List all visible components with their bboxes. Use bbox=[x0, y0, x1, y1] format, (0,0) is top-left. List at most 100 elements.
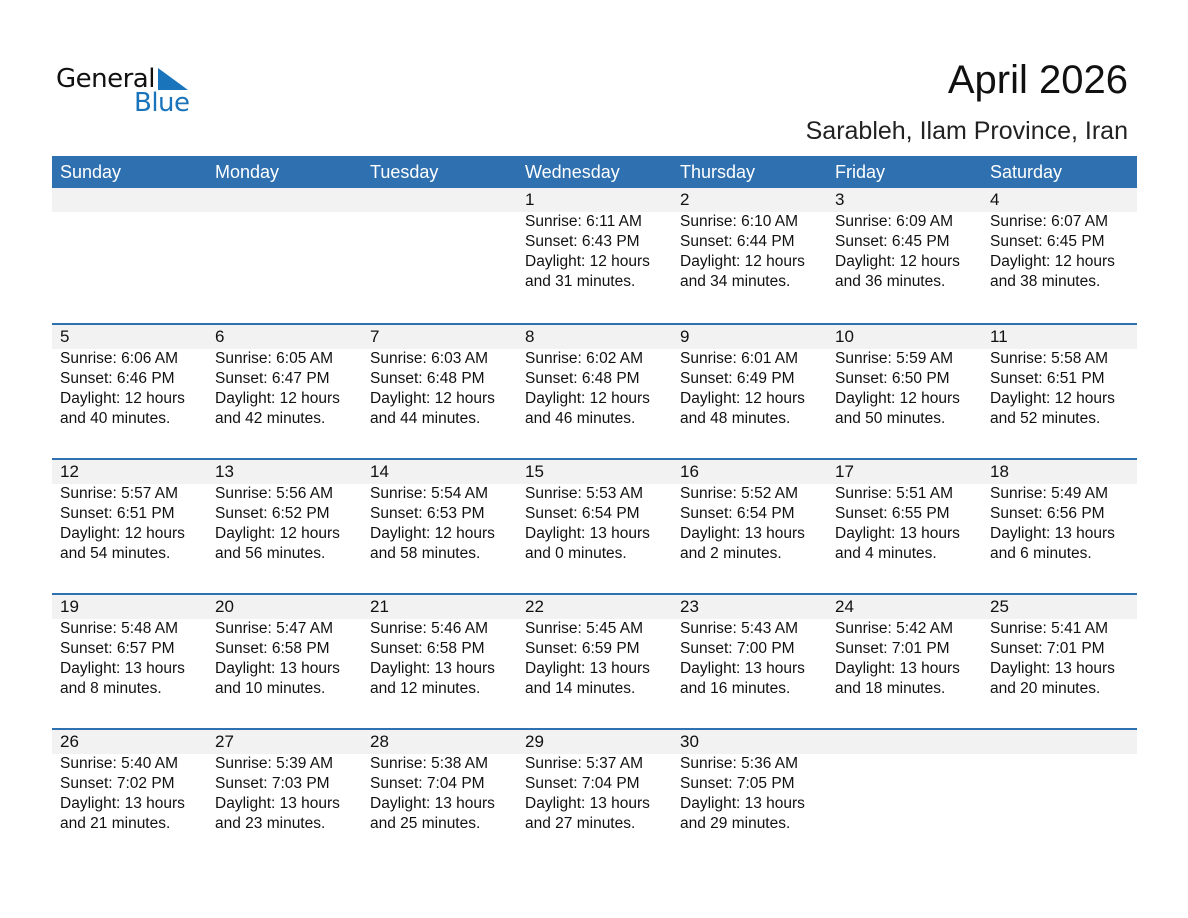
daylight-minutes-text: and 56 minutes. bbox=[215, 545, 326, 562]
sunrise-text: Sunrise: 6:06 AM bbox=[60, 350, 179, 367]
day-number: 10 bbox=[835, 327, 854, 346]
empty-cell bbox=[52, 188, 207, 292]
sunset-text: Sunset: 6:53 PM bbox=[370, 505, 485, 522]
day-number-strip bbox=[52, 460, 1137, 484]
logo-word-general: General bbox=[56, 64, 155, 94]
sunrise-text: Sunrise: 5:58 AM bbox=[990, 350, 1109, 367]
day-number: 5 bbox=[60, 327, 70, 346]
day-cell: 16 Sunrise: 5:52 AM Sunset: 6:54 PM Dayligh… bbox=[672, 460, 827, 564]
day-cell: 30 Sunrise: 5:36 AM Sunset: 7:05 PM Dayligh… bbox=[672, 730, 827, 834]
daylight-text: Daylight: 13 hours bbox=[835, 525, 960, 542]
day-number: 23 bbox=[680, 597, 699, 616]
day-number: 16 bbox=[680, 462, 699, 481]
daylight-text: Daylight: 12 hours bbox=[215, 390, 340, 407]
sunrise-text: Sunrise: 5:37 AM bbox=[525, 755, 644, 772]
day-number: 30 bbox=[680, 732, 699, 751]
day-cell: 3 Sunrise: 6:09 AM Sunset: 6:45 PM Daylight… bbox=[827, 188, 982, 292]
daylight-text: Daylight: 13 hours bbox=[990, 660, 1115, 677]
day-number: 28 bbox=[370, 732, 389, 751]
sunrise-text: Sunrise: 5:56 AM bbox=[215, 485, 334, 502]
empty-cell bbox=[982, 730, 1137, 834]
daylight-minutes-text: and 34 minutes. bbox=[680, 273, 791, 290]
empty-cell bbox=[827, 730, 982, 834]
day-cell: 14 Sunrise: 5:54 AM Sunset: 6:53 PM Dayligh… bbox=[362, 460, 517, 564]
calendar: Sunday Monday Tuesday Wednesday Thursday Frid… bbox=[52, 156, 1137, 863]
day-number-strip bbox=[52, 325, 1137, 349]
day-cell: 5 Sunrise: 6:06 AM Sunset: 6:46 PM Daylight… bbox=[52, 325, 207, 429]
sunrise-text: Sunrise: 5:49 AM bbox=[990, 485, 1109, 502]
sunrise-text: Sunrise: 5:38 AM bbox=[370, 755, 489, 772]
day-cell: 15 Sunrise: 5:53 AM Sunset: 6:54 PM Dayligh… bbox=[517, 460, 672, 564]
daylight-text: Daylight: 12 hours bbox=[990, 390, 1115, 407]
day-number: 22 bbox=[525, 597, 544, 616]
sunrise-text: Sunrise: 5:40 AM bbox=[60, 755, 179, 772]
daylight-text: Daylight: 12 hours bbox=[680, 390, 805, 407]
weekday-monday: Monday bbox=[215, 162, 280, 182]
sunset-text: Sunset: 6:56 PM bbox=[990, 505, 1105, 522]
day-cell: 21 Sunrise: 5:46 AM Sunset: 6:58 PM Dayligh… bbox=[362, 595, 517, 699]
daylight-text: Daylight: 12 hours bbox=[990, 253, 1115, 270]
sunset-text: Sunset: 6:48 PM bbox=[525, 370, 640, 387]
daylight-text: Daylight: 12 hours bbox=[215, 525, 340, 542]
sunset-text: Sunset: 6:54 PM bbox=[525, 505, 640, 522]
sunrise-text: Sunrise: 6:05 AM bbox=[215, 350, 334, 367]
sunset-text: Sunset: 6:45 PM bbox=[990, 233, 1105, 250]
daylight-text: Daylight: 13 hours bbox=[370, 795, 495, 812]
day-number: 7 bbox=[370, 327, 380, 346]
daylight-minutes-text: and 31 minutes. bbox=[525, 273, 636, 290]
sunset-text: Sunset: 6:45 PM bbox=[835, 233, 950, 250]
day-cell: 13 Sunrise: 5:56 AM Sunset: 6:52 PM Dayligh… bbox=[207, 460, 362, 564]
sunrise-text: Sunrise: 6:02 AM bbox=[525, 350, 644, 367]
day-number-strip bbox=[52, 730, 1137, 754]
daylight-minutes-text: and 6 minutes. bbox=[990, 545, 1092, 562]
day-cell: 22 Sunrise: 5:45 AM Sunset: 6:59 PM Dayligh… bbox=[517, 595, 672, 699]
day-number: 9 bbox=[680, 327, 690, 346]
daylight-text: Daylight: 13 hours bbox=[835, 660, 960, 677]
daylight-minutes-text: and 52 minutes. bbox=[990, 410, 1101, 427]
daylight-text: Daylight: 12 hours bbox=[370, 525, 495, 542]
day-cell: 12 Sunrise: 5:57 AM Sunset: 6:51 PM Dayligh… bbox=[52, 460, 207, 564]
weekday-saturday: Saturday bbox=[990, 162, 1063, 182]
daylight-minutes-text: and 0 minutes. bbox=[525, 545, 627, 562]
day-number-strip bbox=[52, 188, 1137, 212]
empty-cell bbox=[362, 188, 517, 292]
sunrise-text: Sunrise: 5:51 AM bbox=[835, 485, 954, 502]
daylight-minutes-text: and 36 minutes. bbox=[835, 273, 946, 290]
daylight-minutes-text: and 12 minutes. bbox=[370, 680, 481, 697]
daylight-text: Daylight: 13 hours bbox=[215, 795, 340, 812]
sunset-text: Sunset: 7:03 PM bbox=[215, 775, 330, 792]
day-number: 21 bbox=[370, 597, 389, 616]
day-cell: 19 Sunrise: 5:48 AM Sunset: 6:57 PM Dayligh… bbox=[52, 595, 207, 699]
sunrise-text: Sunrise: 6:07 AM bbox=[990, 213, 1109, 230]
daylight-minutes-text: and 50 minutes. bbox=[835, 410, 946, 427]
daylight-text: Daylight: 12 hours bbox=[680, 253, 805, 270]
daylight-minutes-text: and 27 minutes. bbox=[525, 815, 636, 832]
sunset-text: Sunset: 7:01 PM bbox=[990, 640, 1105, 657]
daylight-text: Daylight: 13 hours bbox=[680, 795, 805, 812]
day-number: 27 bbox=[215, 732, 234, 751]
week-row: 26 Sunrise: 5:40 AM Sunset: 7:02 PM Dayligh… bbox=[52, 728, 1137, 863]
sunset-text: Sunset: 6:46 PM bbox=[60, 370, 175, 387]
day-cell: 2 Sunrise: 6:10 AM Sunset: 6:44 PM Daylight… bbox=[672, 188, 827, 292]
daylight-text: Daylight: 13 hours bbox=[525, 795, 650, 812]
sunrise-text: Sunrise: 5:39 AM bbox=[215, 755, 334, 772]
sunrise-text: Sunrise: 5:47 AM bbox=[215, 620, 334, 637]
day-cell: 11 Sunrise: 5:58 AM Sunset: 6:51 PM Dayligh… bbox=[982, 325, 1137, 429]
day-number: 12 bbox=[60, 462, 79, 481]
sunset-text: Sunset: 7:01 PM bbox=[835, 640, 950, 657]
day-cell: 4 Sunrise: 6:07 AM Sunset: 6:45 PM Daylight… bbox=[982, 188, 1137, 292]
day-number: 19 bbox=[60, 597, 79, 616]
day-cell: 23 Sunrise: 5:43 AM Sunset: 7:00 PM Dayligh… bbox=[672, 595, 827, 699]
daylight-minutes-text: and 10 minutes. bbox=[215, 680, 326, 697]
day-cell: 20 Sunrise: 5:47 AM Sunset: 6:58 PM Dayligh… bbox=[207, 595, 362, 699]
day-number: 20 bbox=[215, 597, 234, 616]
sunrise-text: Sunrise: 5:52 AM bbox=[680, 485, 799, 502]
weekday-thursday: Thursday bbox=[680, 162, 756, 182]
sunset-text: Sunset: 6:54 PM bbox=[680, 505, 795, 522]
daylight-minutes-text: and 54 minutes. bbox=[60, 545, 171, 562]
daylight-text: Daylight: 13 hours bbox=[60, 660, 185, 677]
daylight-minutes-text: and 42 minutes. bbox=[215, 410, 326, 427]
day-number: 1 bbox=[525, 190, 535, 209]
logo: General Blue bbox=[56, 64, 196, 120]
day-number: 3 bbox=[835, 190, 845, 209]
